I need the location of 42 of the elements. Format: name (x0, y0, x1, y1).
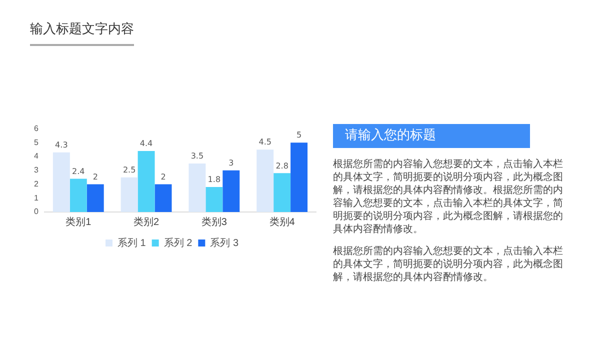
y-tick-label: 3 (34, 166, 39, 175)
y-tick-label: 1 (34, 193, 39, 202)
y-tick-label: 2 (34, 179, 39, 188)
y-tick-label: 0 (34, 207, 39, 216)
data-label: 1.8 (208, 175, 221, 184)
data-label: 2.4 (72, 166, 85, 176)
chart-title: 输入标题文字内容 (30, 20, 134, 46)
text: 根据您所需的内容输入您想要的文本，点击输入本栏的具体文字，简明扼要的说明分项内容，此为概念图解，请根据您的具体内容酌情修改。根据您所需的内容输入您想要的文本，点击输入本栏的具体文字，简明扼要的说明分项内容，此为概念图解，请根据您的具体内容酌情修改。 (333, 158, 564, 236)
data-label: 2.5 (122, 165, 136, 174)
y-tick-label: 6 (34, 124, 39, 134)
bar (138, 150, 155, 212)
y-tick-label: 5 (34, 138, 39, 147)
bar (290, 142, 308, 212)
data-label: 2 (92, 172, 98, 182)
data-label: 2.8 (276, 161, 288, 170)
bar (274, 173, 291, 212)
data-label: 3.5 (190, 152, 204, 161)
x-tick-label: 类别3 (201, 216, 228, 228)
legend-label: 系列 3 (210, 236, 239, 249)
text: 根据您所需的内容输入您想要的文本，点击输入本栏的具体文字，简明扼要的说明分项内容，此为概念图解，请根据您的具体内容酌情修改。 (333, 245, 564, 284)
bar (120, 177, 138, 212)
data-label: 4.3 (55, 140, 68, 150)
bar (70, 178, 87, 212)
bar (52, 152, 70, 212)
data-label: 2 (160, 172, 166, 182)
bar (256, 150, 274, 212)
x-tick-label: 类别2 (134, 216, 160, 228)
y-tick-label: 4 (34, 152, 39, 161)
bar (222, 170, 240, 212)
x-tick-label: 类别4 (269, 216, 296, 228)
data-label: 5 (296, 130, 302, 140)
data-label: 3 (228, 158, 234, 168)
data-label: 4.4 (140, 139, 153, 148)
data-label: 4.5 (258, 138, 272, 147)
bar (206, 187, 223, 212)
bar (154, 184, 172, 212)
legend-label: 系列 2 (164, 236, 193, 249)
bar (188, 163, 206, 212)
legend-label: 系列 1 (117, 236, 146, 249)
text: 请输入您的标题 (333, 124, 530, 148)
x-tick-label: 类别1 (66, 216, 92, 228)
bar (86, 184, 104, 212)
